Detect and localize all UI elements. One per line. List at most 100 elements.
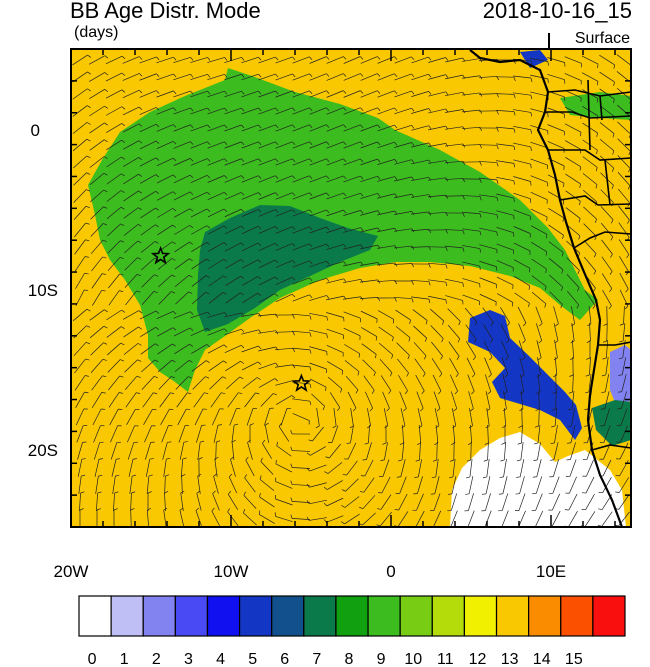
wind-barb [177, 408, 187, 426]
wind-barb [343, 192, 361, 200]
wind-barb-flag [156, 56, 160, 61]
wind-barb-flag [568, 408, 573, 411]
wind-barb [547, 124, 565, 132]
map-title: BB Age Distr. Mode [70, 0, 261, 23]
wind-barb-flag [309, 383, 312, 388]
wind-barb [535, 306, 543, 324]
wind-barb [123, 326, 139, 338]
wind-barb-flag [326, 226, 330, 231]
wind-barb-flag [615, 474, 620, 477]
wind-barb [553, 306, 559, 324]
wind-barb-flag [275, 56, 279, 61]
wind-barb-flag [224, 158, 228, 162]
wind-barb [394, 73, 412, 81]
wind-barb [566, 290, 580, 306]
wind-barb [123, 310, 139, 320]
wind-barb-flag [619, 323, 624, 326]
wind-barb-flag [104, 105, 109, 109]
wind-barb [344, 360, 360, 372]
wind-barb [487, 424, 489, 444]
wind-barb [600, 189, 614, 203]
wind-barb-flag [428, 108, 432, 112]
wind-barb [583, 206, 597, 220]
wind-barb [484, 357, 492, 375]
wind-barb-flag [428, 194, 432, 199]
wind-barb [530, 58, 548, 62]
wind-barb [207, 73, 225, 81]
wind-barb-flag [240, 292, 244, 296]
wind-barb [395, 326, 411, 338]
wind-barb-flag [152, 408, 157, 411]
colorbar-swatch [399, 595, 433, 637]
wind-barb [394, 193, 412, 199]
wind-barb-flag [394, 193, 398, 198]
wind-barb [462, 75, 480, 79]
wind-barb-flag [274, 293, 279, 297]
wind-barb-flag [613, 81, 615, 86]
wind-barb [518, 340, 526, 358]
wind-barb [224, 73, 242, 81]
wind-barb [549, 274, 563, 288]
wind-barb [566, 274, 580, 288]
wind-barb [377, 124, 395, 132]
wind-barb-flag [496, 93, 499, 98]
wind-barb [411, 91, 429, 97]
star-marker-west [150, 245, 171, 265]
wind-barb [309, 107, 327, 115]
wind-barb [140, 224, 156, 236]
wind-barb-flag [120, 190, 125, 193]
wind-barb-flag [326, 56, 330, 60]
wind-barb-flag [326, 278, 330, 282]
wind-barb [445, 262, 463, 266]
wind-barb-flag [292, 260, 296, 264]
wind-barb [107, 223, 121, 237]
wind-barb [604, 374, 610, 392]
wind-barb-flag [428, 56, 432, 61]
wind-barb-flag [115, 474, 120, 477]
wind-barb-flag [224, 90, 228, 95]
wind-barb [123, 224, 139, 236]
wind-barb [146, 476, 150, 494]
wind-barb [535, 476, 543, 494]
wind-barb-flag [428, 263, 431, 268]
wind-barb-flag [190, 57, 194, 61]
wind-barb-flag [172, 241, 176, 245]
wind-barb [343, 158, 361, 166]
wind-barb [173, 174, 191, 184]
wind-barb-flag [223, 242, 228, 246]
wind-barb [77, 442, 83, 460]
wind-barb-flag [275, 175, 279, 179]
wind-barb [207, 208, 225, 218]
wind-barb [229, 408, 237, 426]
wind-barb-flag [258, 73, 262, 78]
wind-barb [72, 138, 88, 152]
wind-barb [190, 57, 208, 63]
wind-barb-flag [138, 140, 143, 144]
wind-barb-flag [407, 355, 410, 360]
wind-barb-flag [415, 459, 420, 462]
wind-barb-flag [86, 155, 91, 159]
wind-barb-flag [627, 185, 631, 190]
wind-barb [343, 141, 361, 149]
wind-barb-flag [155, 191, 160, 195]
wind-barb [92, 290, 102, 306]
wind-barb [394, 211, 412, 215]
wind-barb-flag [323, 486, 328, 490]
wind-barb [431, 358, 443, 374]
wind-barb-flag [258, 192, 262, 196]
wind-barb [368, 424, 370, 444]
wind-barb-flag [155, 174, 160, 178]
wind-barb [396, 342, 410, 356]
wind-barb [394, 90, 412, 98]
wind-barb-flag [349, 425, 354, 429]
wind-barb [292, 347, 310, 351]
wind-barb [479, 227, 497, 233]
wind-barb [207, 312, 225, 318]
wind-barb [243, 512, 257, 526]
wind-barb-flag [244, 474, 248, 478]
wind-barb-flag [462, 265, 465, 270]
wind-barb [479, 260, 497, 268]
wind-barb [326, 328, 344, 336]
wind-barb-flag [323, 502, 328, 507]
wind-barb [427, 212, 447, 214]
